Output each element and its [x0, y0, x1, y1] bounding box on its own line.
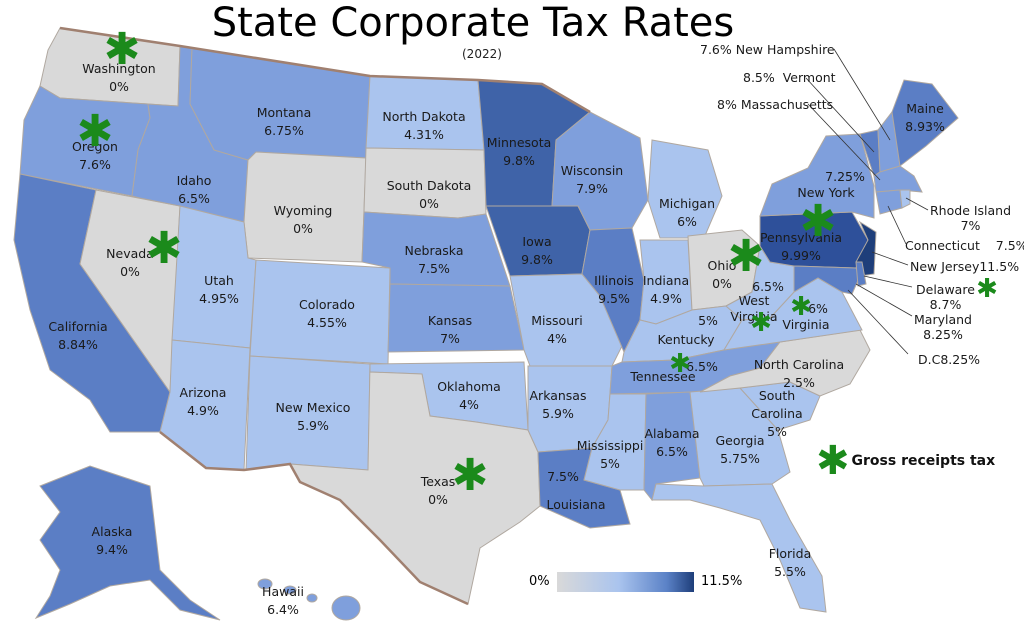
- label-north-dakota: North Dakota 4.31%: [382, 109, 466, 142]
- leader-lines: [805, 48, 929, 355]
- label-delaware: Delaware 8.7%: [916, 282, 975, 312]
- state-connecticut: [875, 189, 903, 215]
- label-maryland: Maryland 8.25%: [914, 312, 972, 342]
- legend-gross-receipts: ✱ Gross receipts tax: [816, 438, 996, 484]
- label-florida: Florida 5.5%: [768, 546, 812, 579]
- label-dc: D.C8.25%: [918, 352, 981, 367]
- label-north-carolina: North Carolina 2.5%: [753, 357, 845, 390]
- label-oklahoma: Oklahoma 4%: [437, 379, 501, 412]
- label-texas: Texas 0%: [420, 474, 456, 507]
- label-new-york-rate: 7.25%: [825, 169, 865, 184]
- label-georgia: Georgia 5.75%: [715, 433, 765, 466]
- label-colorado: Colorado 4.55%: [299, 297, 355, 330]
- state-delaware: [855, 261, 867, 287]
- label-california: California 8.84%: [48, 319, 108, 352]
- label-new-jersey: New Jersey11.5%: [910, 259, 1020, 274]
- label-kansas: Kansas 7%: [427, 313, 473, 346]
- label-illinois: Illinois 9.5%: [594, 273, 634, 306]
- label-hawaii: Hawaii 6.4%: [262, 584, 304, 617]
- label-wisconsin: Wisconsin 7.9%: [560, 163, 624, 196]
- label-south-carolina: South Carolina 5%: [751, 388, 803, 439]
- label-rhode-island: Rhode Island 7%: [930, 203, 1012, 233]
- label-missouri: Missouri 4%: [531, 313, 583, 346]
- label-idaho: Idaho 6.5%: [176, 173, 212, 206]
- label-virginia: Virginia: [782, 317, 830, 332]
- gross-receipts-star-texas: ✱: [451, 450, 489, 501]
- state-hawaii: [257, 578, 361, 621]
- legend-scale-max: 11.5%: [701, 574, 743, 589]
- gross-receipts-star-delaware: ✱: [976, 274, 998, 304]
- label-arizona: Arizona 4.9%: [179, 385, 227, 418]
- gross-receipts-star-tennessee: ✱: [669, 349, 691, 379]
- label-minnesota: Minnesota 9.8%: [486, 135, 552, 168]
- label-tennessee: Tennessee: [630, 369, 696, 384]
- label-louisiana: 7.5%: [547, 469, 579, 484]
- legend-scale-min: 0%: [529, 574, 550, 589]
- gross-receipts-star-virginia: ✱: [790, 292, 812, 322]
- canada-border: [59, 26, 591, 114]
- state-new-york: [759, 133, 875, 219]
- label-alaska: Alaska 9.4%: [91, 524, 133, 557]
- map-title: State Corporate Tax Rates: [211, 0, 735, 46]
- label-montana: Montana 6.75%: [256, 105, 312, 138]
- label-utah: Utah 4.95%: [199, 273, 239, 306]
- label-new-york: New York: [797, 185, 855, 200]
- state-florida: [651, 483, 827, 613]
- label-louisiana-name: Louisiana: [546, 497, 606, 512]
- label-ohio: Ohio 0%: [707, 258, 737, 291]
- label-tennessee-rate: 6.5%: [686, 359, 718, 374]
- label-wyoming: Wyoming 0%: [273, 203, 333, 236]
- label-connecticut: Connecticut 7.5%: [905, 238, 1024, 253]
- label-nevada: Nevada 0%: [106, 246, 154, 279]
- gross-receipts-star-pennsylvania: ✱: [799, 196, 837, 247]
- label-maine: Maine 8.93%: [905, 101, 945, 134]
- label-michigan: Michigan 6%: [658, 196, 716, 229]
- map-subtitle: (2022): [462, 47, 502, 61]
- state-north-carolina: [699, 329, 871, 397]
- label-iowa: Iowa 9.8%: [521, 234, 553, 267]
- label-kentucky: Kentucky: [657, 332, 715, 347]
- label-nebraska: Nebraska 7.5%: [404, 243, 464, 276]
- label-new-hampshire: 7.6% New Hampshire: [700, 42, 835, 57]
- gross-receipts-star-oregon: ✱: [76, 106, 114, 157]
- label-arkansas: Arkansas 5.9%: [529, 388, 587, 421]
- label-alabama: Alabama 6.5%: [644, 426, 700, 459]
- label-west-virginia: West Virginia: [730, 293, 778, 324]
- gross-receipts-star-nevada: ✱: [145, 223, 183, 274]
- label-mississippi: Mississippi 5%: [576, 438, 644, 471]
- label-south-dakota: South Dakota 0%: [386, 178, 472, 211]
- mexico-border: [159, 431, 469, 606]
- label-oregon: Oregon 7.6%: [72, 139, 118, 172]
- label-washington: Washington 0%: [82, 61, 156, 94]
- label-indiana: Indiana 4.9%: [642, 273, 690, 306]
- label-virginia-rate: 6%: [808, 301, 828, 316]
- label-new-mexico: New Mexico 5.9%: [275, 400, 351, 433]
- legend-star-icon: ✱: [816, 438, 850, 484]
- gross-receipts-star-ohio: ✱: [727, 231, 765, 282]
- legend-color-scale: [557, 572, 694, 592]
- label-pennsylvania: Pennsylvania 9.99%: [759, 230, 843, 263]
- state-rhode-island: [899, 189, 911, 209]
- gross-receipts-star-washington: ✱: [103, 24, 141, 75]
- label-kentucky-rate: 5%: [698, 313, 718, 328]
- state-alaska: [34, 465, 221, 621]
- label-vermont: 8.5% Vermont: [743, 70, 836, 85]
- label-west-virginia-rate: 6.5%: [752, 279, 784, 294]
- label-massachusetts: 8% Massachusetts: [717, 97, 834, 112]
- gross-receipts-star-west-virginia: ✱: [750, 308, 772, 338]
